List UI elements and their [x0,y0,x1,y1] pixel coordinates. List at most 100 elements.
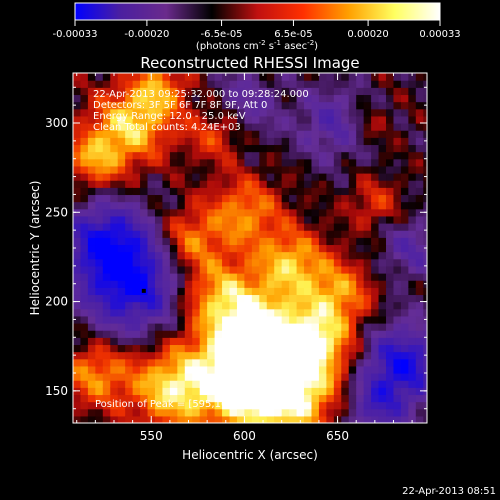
heatmap-cell [147,401,156,410]
heatmap-cell [177,158,186,167]
heatmap-cell [132,94,141,103]
heatmap-cell [341,223,350,231]
heatmap-cell [125,73,134,81]
heatmap-cell [229,180,238,188]
heatmap-cell [251,301,260,310]
heatmap-cell [110,380,119,388]
heatmap-cell [147,337,156,346]
heatmap-cell [102,351,111,360]
heatmap-cell [222,308,231,317]
heatmap-cell [274,101,283,110]
heatmap-cell [214,115,223,124]
heatmap-cell [117,380,126,388]
heatmap-cell [177,323,186,331]
heatmap-cell [333,365,342,374]
heatmap-cell [110,351,119,360]
heatmap-cell [378,401,387,410]
heatmap-cell [326,365,335,374]
heatmap-cell [274,330,283,338]
heatmap-cell [363,230,372,238]
heatmap-cell [281,108,290,117]
heatmap-cell [415,273,424,281]
heatmap-cell [110,373,119,381]
heatmap-cell [415,258,424,267]
heatmap-cell [393,265,402,274]
heatmap-cell [110,80,119,88]
heatmap-cell [236,223,246,231]
heatmap-cell [125,394,134,403]
x-tick-label: 550 [140,429,163,443]
heatmap-cell [154,365,164,374]
heatmap-cell [251,151,260,160]
heatmap-cell [184,365,193,374]
heatmap-cell [386,115,395,124]
heatmap-cell [408,308,417,317]
heatmap-cell [423,380,427,388]
heatmap-cell [281,365,290,374]
heatmap-cell [87,265,96,274]
heatmap-cell [333,237,342,246]
heatmap-cell [140,244,149,253]
heatmap-cell [408,344,417,353]
heatmap-cell [80,115,89,124]
heatmap-cell [192,230,201,238]
heatmap-cell [222,258,231,267]
colorbar-tick-label: -0.00020 [124,29,169,40]
heatmap-cell [400,215,409,224]
heatmap-cell [274,265,283,274]
heatmap-cell [333,144,342,153]
heatmap-cell [147,165,156,174]
heatmap-cell [95,223,104,231]
heatmap-cell [169,344,178,353]
heatmap-cell [371,344,380,353]
heatmap-cell [415,215,424,224]
heatmap-cell [207,244,216,253]
heatmap-cell [80,280,89,288]
heatmap-cell [87,380,96,388]
heatmap-cell [169,308,178,317]
heatmap-cell [415,394,424,403]
heatmap-cell [408,130,417,138]
heatmap-cell [281,323,290,331]
heatmap-cell [281,230,290,238]
heatmap-cell [274,144,283,153]
heatmap-cell [80,365,89,374]
heatmap-cell [408,151,417,160]
heatmap-cell [162,415,171,423]
heatmap-cell [244,230,253,238]
heatmap-cell [386,223,395,231]
heatmap-cell [281,201,290,210]
heatmap-cell [177,87,186,96]
heatmap-cell [95,123,104,131]
heatmap-cell [154,315,164,324]
heatmap-cell [214,344,223,353]
heatmap-cell [222,237,231,246]
heatmap-cell [184,244,193,253]
heatmap-cell [222,365,231,374]
heatmap-cell [326,273,335,281]
heatmap-cell [236,137,246,146]
heatmap-cell [162,215,171,224]
heatmap-cell [73,323,82,331]
heatmap-cell [199,101,208,110]
heatmap-cell [318,294,327,303]
heatmap-cell [236,330,246,338]
heatmap-cell [423,123,427,131]
heatmap-cell [125,387,134,396]
heatmap-cell [326,287,335,296]
heatmap-cell [371,387,380,396]
heatmap-cell [400,94,409,103]
heatmap-cell [326,173,335,181]
heatmap-cell [348,373,357,381]
heatmap-cell [415,80,424,88]
heatmap-cell [110,137,119,146]
heatmap-cell [363,415,372,423]
heatmap-cell [162,130,171,138]
heatmap-cell [87,287,96,296]
heatmap-cell [251,265,260,274]
heatmap-cell [132,394,141,403]
heatmap-cell [274,344,283,353]
heatmap-cell [95,130,104,138]
heatmap-cell [281,237,290,246]
heatmap-cell [348,230,357,238]
